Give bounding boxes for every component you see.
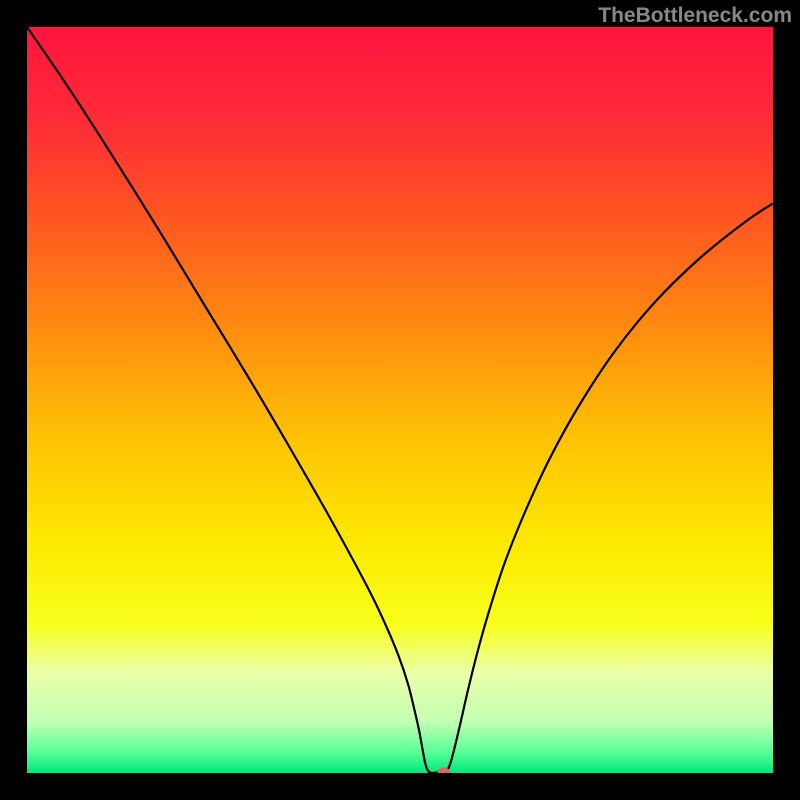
chart-container: TheBottleneck.com xyxy=(0,0,800,800)
chart-svg xyxy=(27,27,773,773)
plot-area xyxy=(27,27,773,773)
watermark-text: TheBottleneck.com xyxy=(598,4,792,28)
